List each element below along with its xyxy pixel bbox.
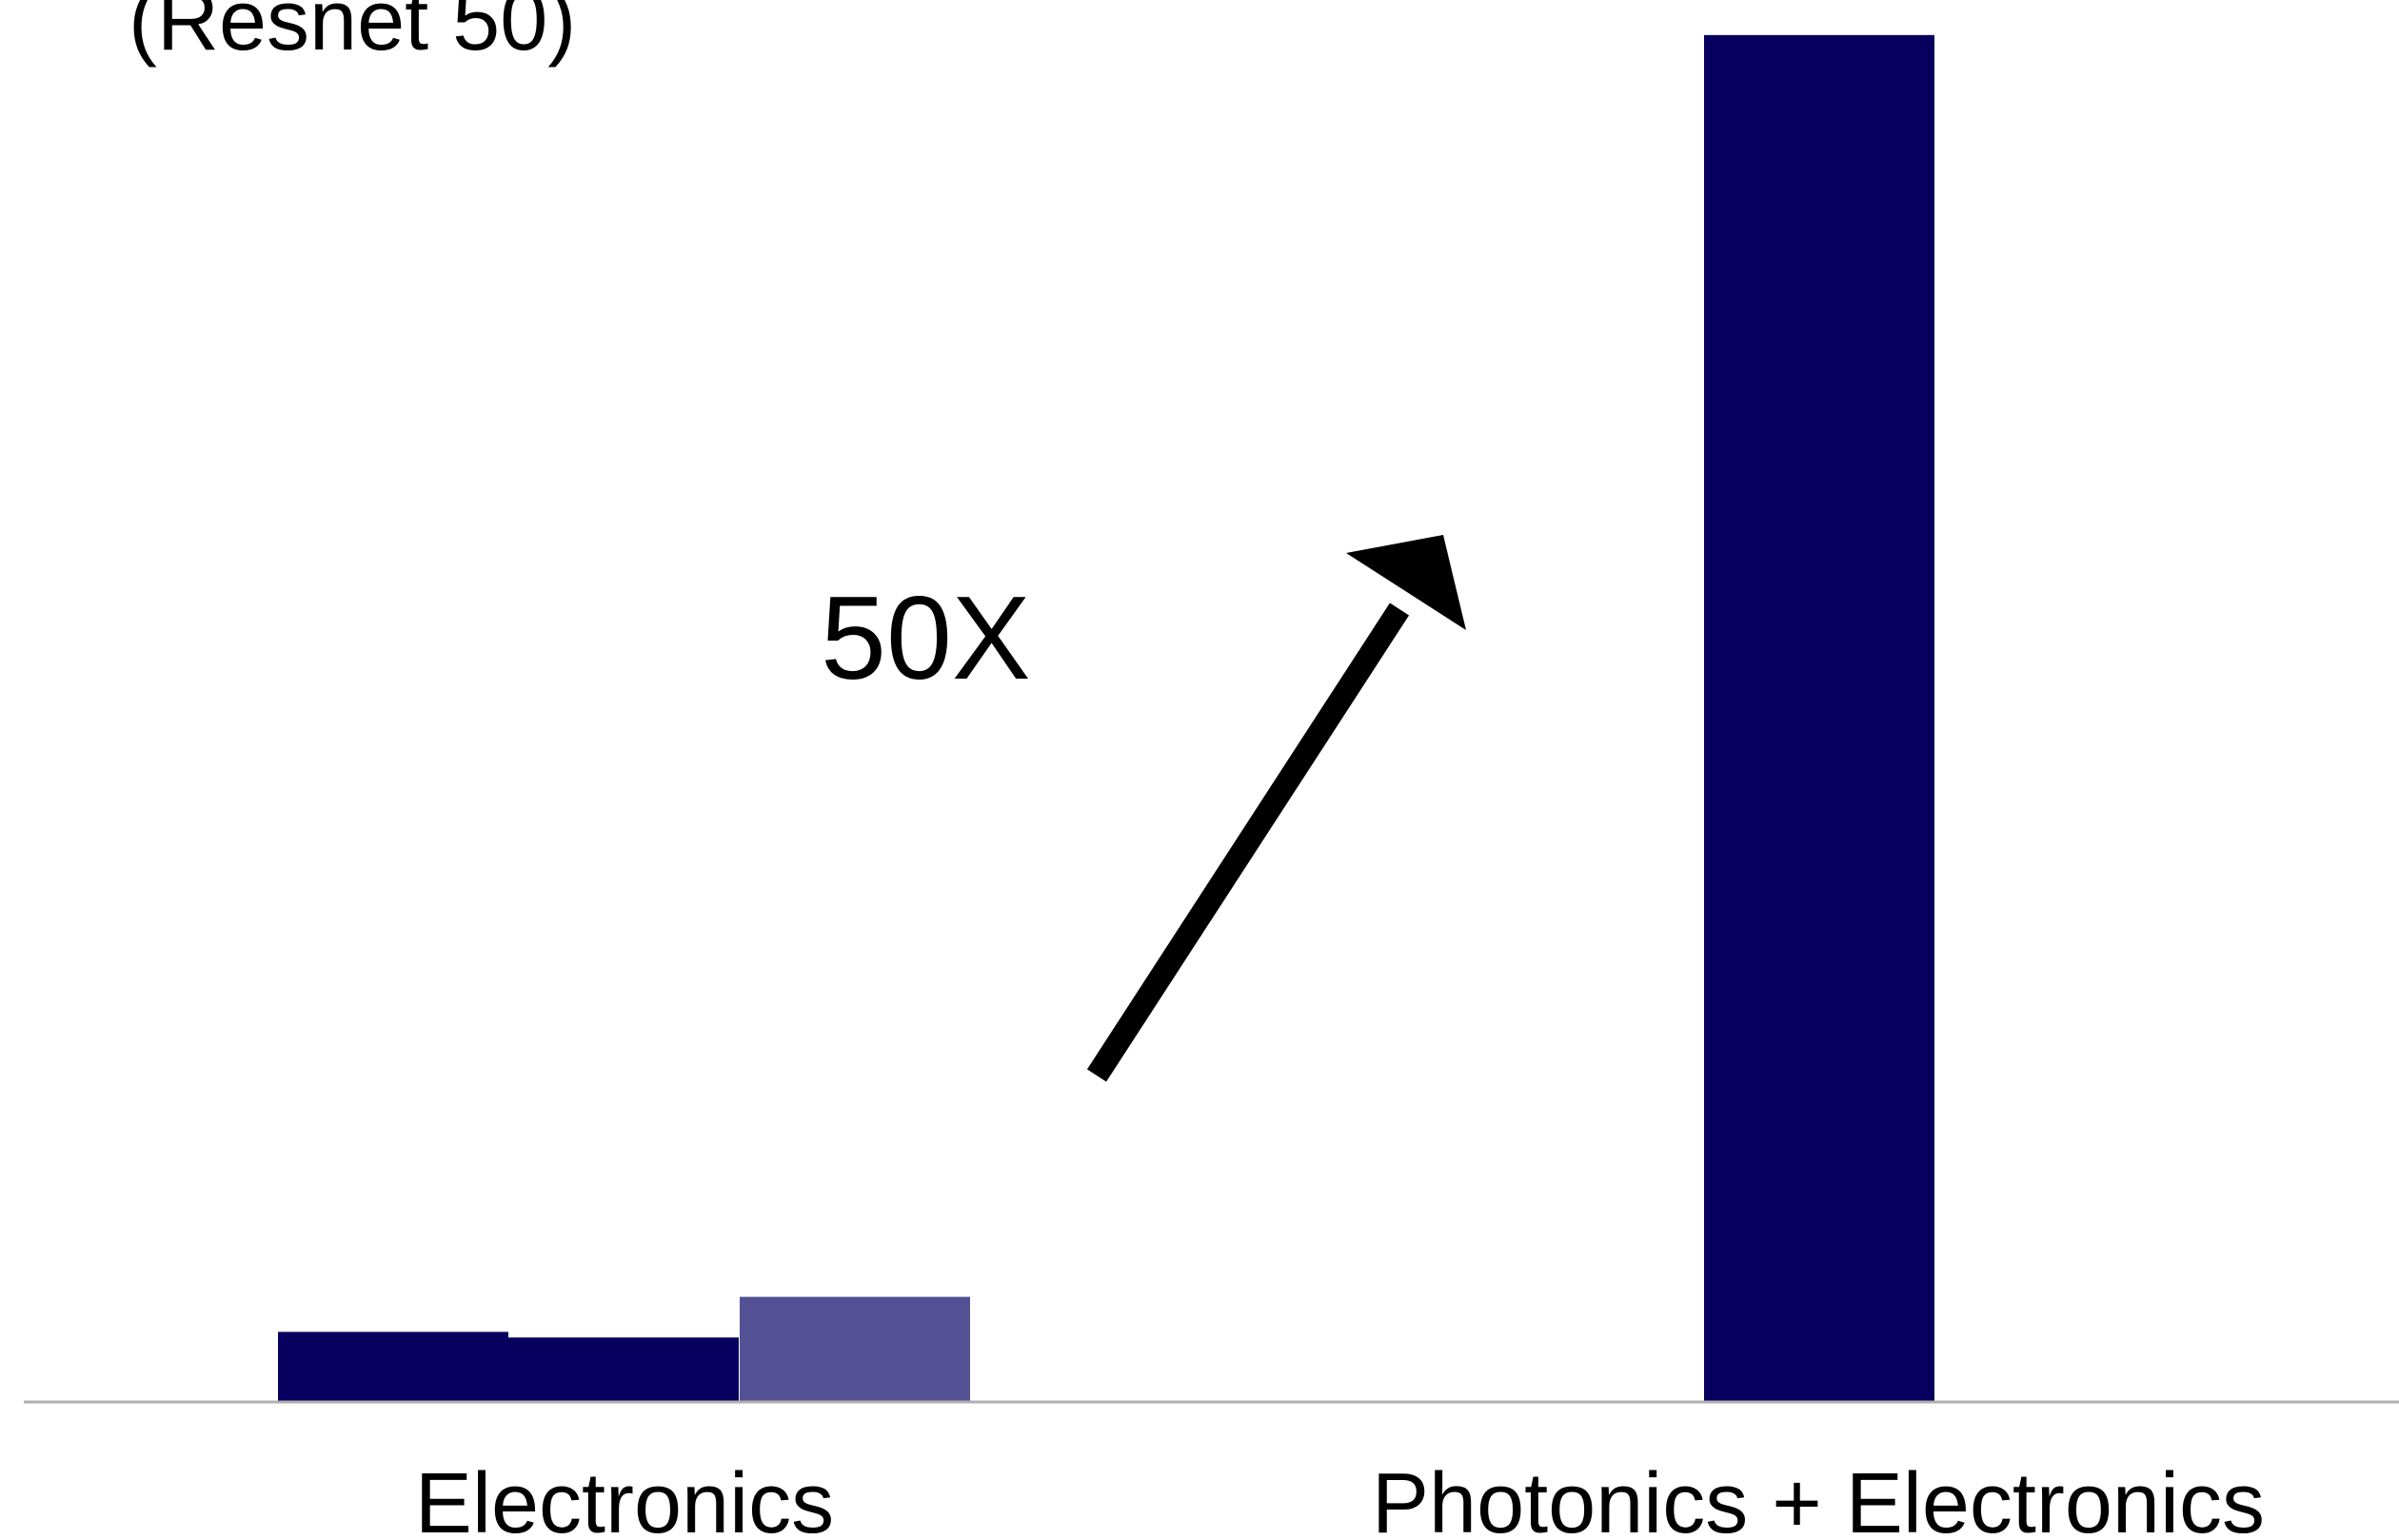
bar-group [278, 34, 1934, 1403]
x-tick-label: Electronics [415, 1456, 834, 1540]
x-tick-label: Photonics + Electronics [1372, 1456, 2265, 1540]
bar [740, 1296, 970, 1402]
growth-arrow-icon [1086, 535, 1466, 1082]
chart-title: (Resnet 50) [129, 0, 576, 69]
bar [1704, 34, 1934, 1403]
bar [278, 1332, 508, 1402]
annotation-label: 50X [821, 573, 1031, 704]
bar [508, 1337, 739, 1402]
